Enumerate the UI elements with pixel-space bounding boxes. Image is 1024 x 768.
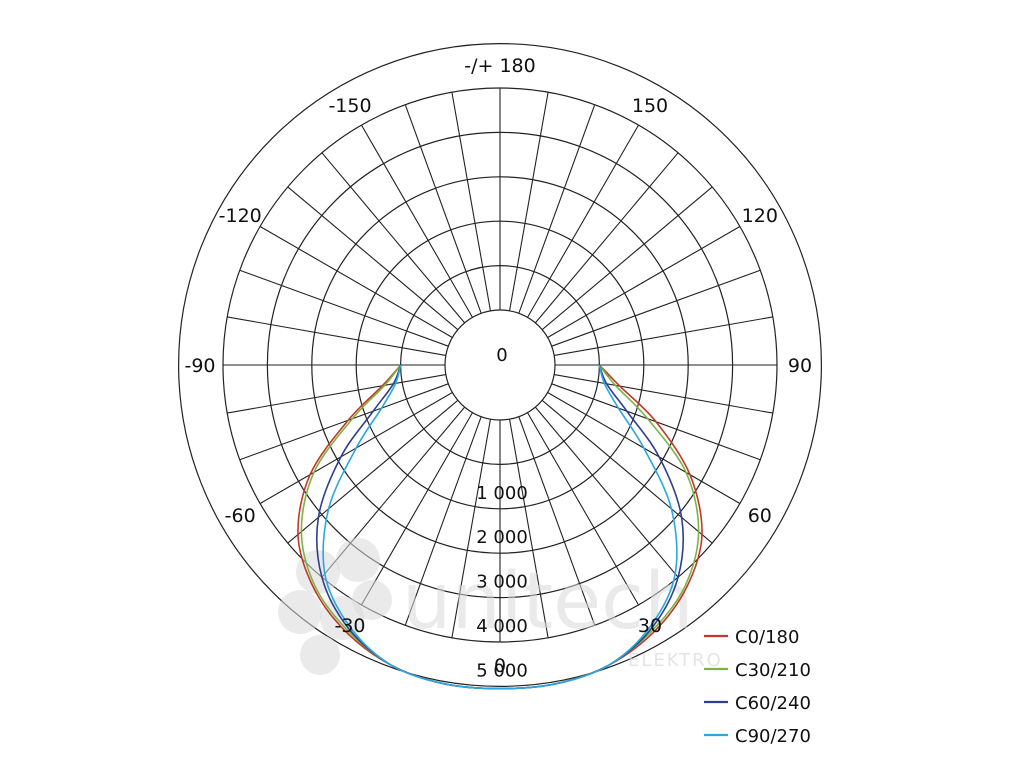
grid-spoke bbox=[527, 124, 639, 318]
angle-label: -90 bbox=[184, 355, 215, 377]
grid-spoke bbox=[554, 316, 773, 356]
angle-label: -/+ 180 bbox=[464, 55, 535, 77]
grid-spoke bbox=[321, 152, 466, 324]
grid-spoke bbox=[551, 269, 761, 347]
grid-spoke bbox=[527, 412, 639, 606]
grid-spoke bbox=[361, 412, 473, 606]
grid-spoke bbox=[287, 186, 459, 331]
series-group bbox=[297, 364, 703, 690]
grid-spoke bbox=[547, 226, 741, 338]
grid-spoke bbox=[404, 416, 482, 626]
angle-label: -150 bbox=[328, 95, 371, 117]
polar-grid bbox=[178, 43, 822, 687]
radial-label: 2 000 bbox=[476, 527, 528, 548]
grid-spoke bbox=[227, 374, 446, 414]
radial-label: 3 000 bbox=[476, 572, 528, 593]
angle-label: 150 bbox=[632, 95, 668, 117]
angle-label: -30 bbox=[334, 615, 365, 637]
legend: C0/180 C30/210 C60/240 C90/270 bbox=[704, 627, 811, 747]
angle-label: 30 bbox=[638, 615, 662, 637]
grid-ring bbox=[178, 43, 822, 687]
watermark-brand: unitech bbox=[402, 557, 693, 647]
series-line-c90-270 bbox=[322, 364, 678, 690]
angle-label: 120 bbox=[742, 205, 778, 227]
labels-group: -/+ 180 -150 150 -120 120 -90 90 -60 60 -30 30 0 0 1 … bbox=[184, 55, 812, 681]
legend-entry: C30/210 bbox=[735, 660, 811, 681]
angle-label: 60 bbox=[748, 505, 772, 527]
legend-entry: C60/240 bbox=[735, 693, 811, 714]
grid-spoke bbox=[259, 226, 453, 338]
grid-spoke bbox=[518, 104, 596, 314]
watermark: unitech ELEKTRO bbox=[278, 538, 723, 675]
grid-spoke bbox=[404, 104, 482, 314]
grid-spoke bbox=[509, 92, 549, 311]
radial-label: 4 000 bbox=[476, 616, 528, 637]
radial-label: 1 000 bbox=[476, 483, 528, 504]
angle-label: 90 bbox=[788, 355, 812, 377]
grid-spoke bbox=[227, 316, 446, 356]
angle-label: -60 bbox=[225, 505, 256, 527]
radial-label: 5 000 bbox=[476, 660, 528, 681]
angle-label: 0 bbox=[494, 655, 506, 677]
grid-spoke bbox=[541, 399, 713, 544]
grid-spoke bbox=[534, 406, 679, 578]
angle-label: -120 bbox=[219, 205, 262, 227]
grid-spoke bbox=[287, 399, 459, 544]
grid-spoke bbox=[509, 419, 549, 638]
grid-spoke bbox=[239, 383, 449, 461]
grid-spoke bbox=[554, 374, 773, 414]
watermark-logo-icon bbox=[278, 538, 392, 675]
grid-spoke bbox=[541, 186, 713, 331]
legend-entry: C0/180 bbox=[735, 627, 799, 648]
legend-entry: C90/270 bbox=[735, 726, 811, 747]
grid-spoke bbox=[518, 416, 596, 626]
grid-spoke bbox=[534, 152, 679, 324]
grid-spoke bbox=[451, 419, 491, 638]
radial-label: 0 bbox=[496, 345, 507, 366]
watermark-sub: ELEKTRO bbox=[628, 650, 723, 671]
grid-spoke bbox=[239, 269, 449, 347]
grid-spoke bbox=[451, 92, 491, 311]
grid-spoke bbox=[361, 124, 473, 318]
